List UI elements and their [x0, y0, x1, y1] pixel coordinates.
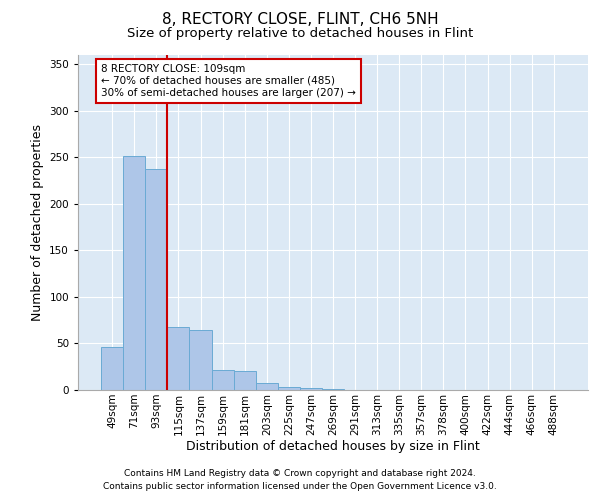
Text: 8, RECTORY CLOSE, FLINT, CH6 5NH: 8, RECTORY CLOSE, FLINT, CH6 5NH [161, 12, 439, 28]
Bar [322, 389, 344, 390]
Bar [300, 388, 322, 390]
X-axis label: Distribution of detached houses by size in Flint: Distribution of detached houses by size … [186, 440, 480, 454]
Bar [190, 330, 212, 390]
Bar [101, 347, 123, 390]
Bar [123, 156, 145, 390]
Text: 8 RECTORY CLOSE: 109sqm
← 70% of detached houses are smaller (485)
30% of semi-d: 8 RECTORY CLOSE: 109sqm ← 70% of detache… [101, 64, 356, 98]
Y-axis label: Number of detached properties: Number of detached properties [31, 124, 44, 321]
Bar [167, 326, 190, 390]
Bar [145, 168, 167, 390]
Bar [233, 372, 256, 390]
Text: Contains public sector information licensed under the Open Government Licence v3: Contains public sector information licen… [103, 482, 497, 491]
Bar [256, 382, 278, 390]
Bar [278, 387, 300, 390]
Text: Contains HM Land Registry data © Crown copyright and database right 2024.: Contains HM Land Registry data © Crown c… [124, 468, 476, 477]
Text: Size of property relative to detached houses in Flint: Size of property relative to detached ho… [127, 28, 473, 40]
Bar [212, 370, 233, 390]
